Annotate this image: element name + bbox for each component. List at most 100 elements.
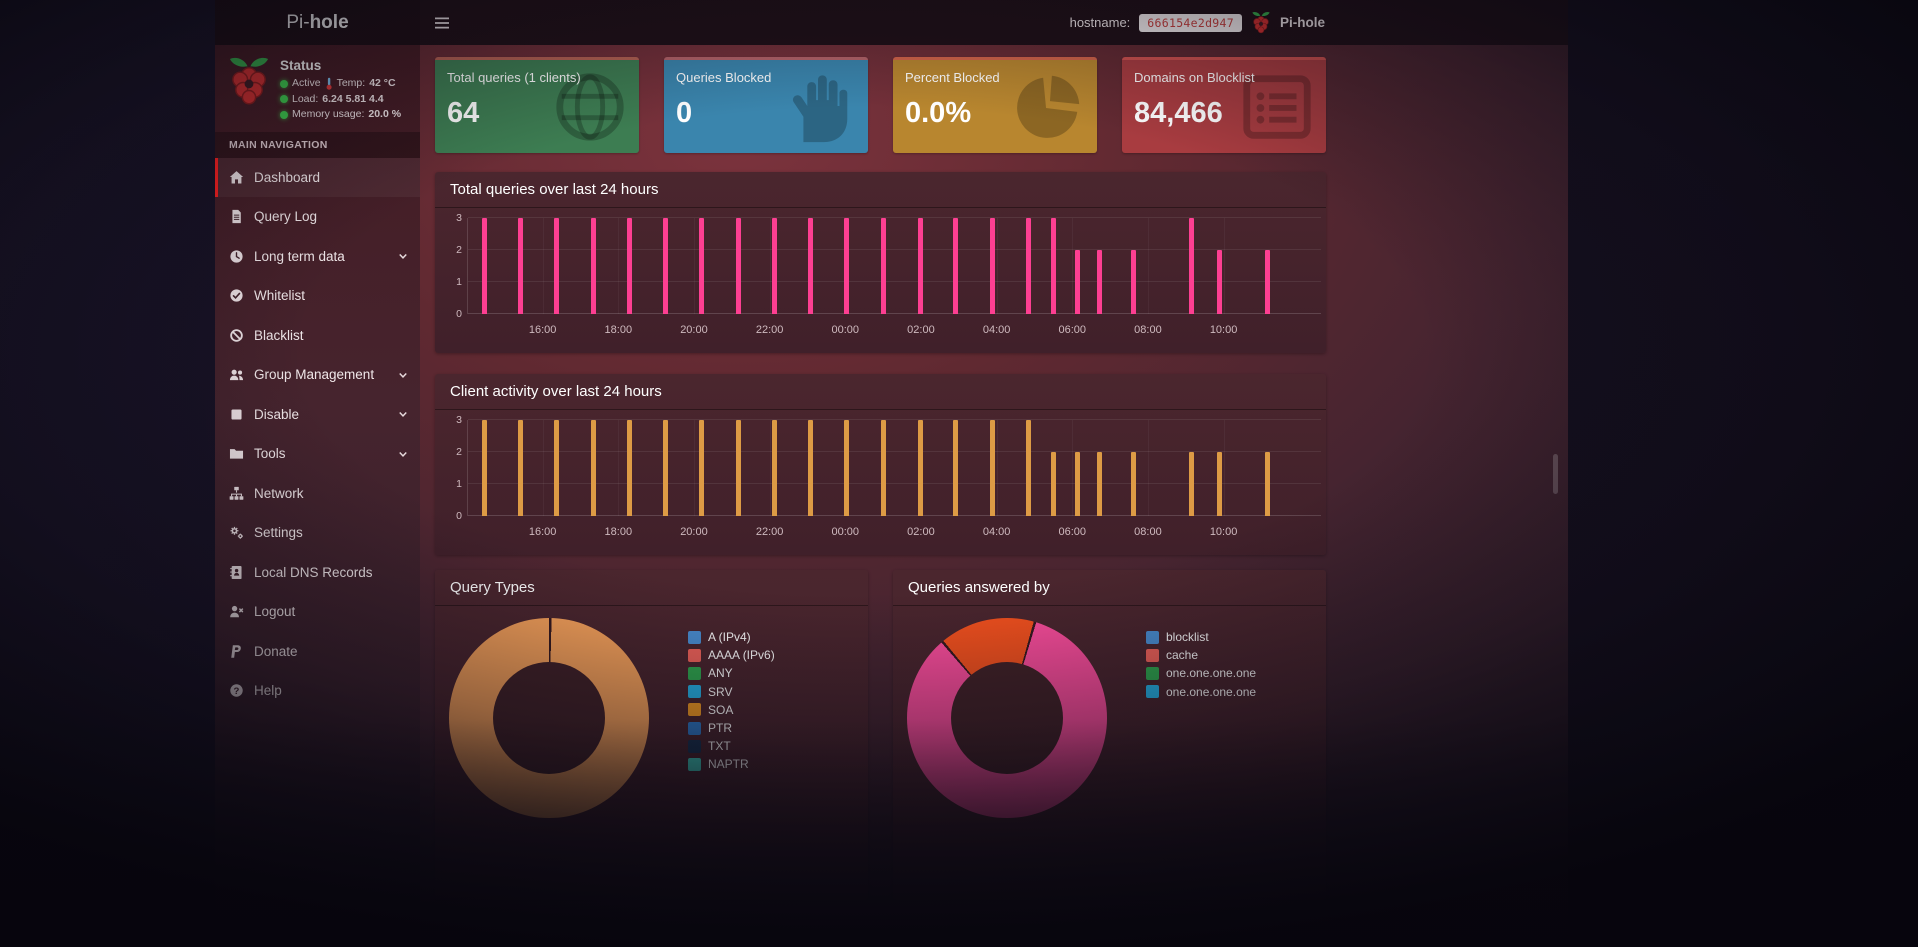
load-ok-dot bbox=[280, 95, 288, 104]
brand-logo[interactable]: Pi-hole bbox=[215, 0, 420, 45]
sidebar-section-label: MAIN NAVIGATION bbox=[215, 131, 420, 158]
sidebar-item-settings[interactable]: Settings bbox=[215, 513, 420, 553]
sidebar-toggle-button[interactable] bbox=[420, 0, 464, 45]
x-axis-tick-label: 08:00 bbox=[1134, 526, 1162, 538]
legend-color-swatch bbox=[1146, 630, 1159, 644]
sidebar-item-label: Whitelist bbox=[254, 288, 306, 304]
bar bbox=[917, 420, 923, 516]
bar bbox=[880, 420, 886, 516]
sidebar-item-label: Group Management bbox=[254, 367, 375, 383]
sidebar-item-long-term-data[interactable]: Long term data bbox=[215, 237, 420, 277]
stat-card-percent-blocked[interactable]: Percent Blocked 0.0% bbox=[893, 57, 1097, 153]
sidebar-item-label: Tools bbox=[254, 446, 286, 462]
pihole-logo bbox=[227, 56, 271, 106]
chart-legend: blocklist cache one.one.one.one one.one.one… bbox=[1146, 628, 1256, 701]
bar bbox=[1075, 452, 1081, 516]
y-axis-tick-label: 1 bbox=[456, 276, 462, 288]
client-activity-chart: 0 1 2 3 16:00 18:00 20:00 22:00 00:00 02:00 04:00 0… bbox=[456, 414, 1321, 538]
brand-prefix: Pi- bbox=[286, 12, 310, 33]
clock-icon bbox=[229, 249, 244, 264]
gridline bbox=[1072, 218, 1074, 314]
status-active-row: Active Temp: 42 °C bbox=[280, 76, 401, 92]
legend-color-swatch bbox=[688, 739, 701, 753]
sidebar: Status Active Temp: 42 °C Load: 6.24 5.8… bbox=[215, 45, 420, 947]
sidebar-item-label: Donate bbox=[254, 643, 298, 659]
x-axis-tick-label: 20:00 bbox=[680, 324, 708, 336]
legend-item: cache bbox=[1146, 646, 1256, 664]
panel-title: Total queries over last 24 hours bbox=[435, 172, 1326, 208]
bar bbox=[808, 218, 814, 314]
gridline bbox=[618, 420, 620, 516]
status-load-row: Load: 6.24 5.81 4.4 bbox=[280, 92, 401, 108]
sidebar-item-label: Settings bbox=[254, 525, 303, 541]
bar bbox=[626, 420, 632, 516]
donut-hole bbox=[493, 662, 605, 774]
legend-label: A (IPv4) bbox=[708, 630, 751, 645]
status-panel: Status Active Temp: 42 °C Load: 6.24 5.8… bbox=[215, 45, 420, 132]
sidebar-item-local-dns-records[interactable]: Local DNS Records bbox=[215, 553, 420, 593]
navbar-brand-text[interactable]: Pi-hole bbox=[1279, 15, 1325, 30]
thermometer-icon bbox=[325, 77, 333, 90]
bar bbox=[1075, 250, 1081, 314]
sidebar-item-label: Network bbox=[254, 485, 304, 501]
sidebar-item-help[interactable]: ? Help bbox=[215, 671, 420, 711]
stat-card-total-queries-1-clients[interactable]: Total queries (1 clients) 64 bbox=[435, 57, 639, 153]
stop-icon bbox=[229, 407, 244, 422]
chart-legend: A (IPv4) AAAA (IPv6) ANY SRV SOA PTR TXT NAPTR bbox=[688, 628, 775, 774]
gridline bbox=[1223, 218, 1225, 314]
gridline bbox=[996, 420, 998, 516]
main-content: Total queries (1 clients) 64 Queries Block… bbox=[420, 45, 1568, 947]
bar bbox=[663, 218, 669, 314]
sidebar-item-label: Help bbox=[254, 683, 282, 699]
sidebar-item-donate[interactable]: Donate bbox=[215, 632, 420, 672]
sidebar-item-tools[interactable]: Tools bbox=[215, 434, 420, 474]
query-types-chart bbox=[449, 618, 649, 818]
legend-item: ANY bbox=[688, 664, 775, 682]
stat-card-queries-blocked[interactable]: Queries Blocked 0 bbox=[664, 57, 868, 153]
bar bbox=[735, 420, 741, 516]
bar bbox=[518, 420, 524, 516]
bar bbox=[699, 218, 705, 314]
sidebar-item-network[interactable]: Network bbox=[215, 474, 420, 514]
bar bbox=[1216, 250, 1222, 314]
gridline bbox=[542, 218, 544, 314]
x-axis-tick-label: 04:00 bbox=[982, 526, 1011, 538]
card-title: Total queries (1 clients) bbox=[447, 70, 581, 85]
sidebar-item-logout[interactable]: Logout bbox=[215, 592, 420, 632]
gridline bbox=[769, 218, 771, 314]
bar bbox=[1130, 250, 1136, 314]
bar bbox=[699, 420, 705, 516]
x-axis-tick-label: 10:00 bbox=[1209, 526, 1238, 538]
address-book-icon bbox=[229, 565, 244, 580]
legend-item: A (IPv4) bbox=[688, 628, 775, 646]
status-info: Status Active Temp: 42 °C Load: 6.24 5.8… bbox=[280, 56, 401, 123]
bar bbox=[1025, 420, 1031, 516]
brand-bold: hole bbox=[309, 12, 349, 33]
scrollbar-thumb[interactable] bbox=[1553, 454, 1558, 494]
sidebar-item-query-log[interactable]: Query Log bbox=[215, 197, 420, 237]
legend-color-swatch bbox=[688, 648, 701, 662]
bar bbox=[990, 420, 996, 516]
sidebar-item-blacklist[interactable]: Blacklist bbox=[215, 316, 420, 356]
queries-answered-by-chart bbox=[907, 618, 1107, 818]
x-axis-tick-label: 06:00 bbox=[1058, 526, 1087, 538]
bar bbox=[663, 420, 669, 516]
sidebar-item-disable[interactable]: Disable bbox=[215, 395, 420, 435]
sidebar-item-group-management[interactable]: Group Management bbox=[215, 355, 420, 395]
gridline bbox=[542, 420, 544, 516]
bar bbox=[1051, 452, 1057, 516]
bar bbox=[481, 420, 487, 516]
card-value: 0 bbox=[676, 97, 693, 129]
status-title: Status bbox=[280, 58, 322, 73]
hostname-label: hostname: bbox=[1069, 15, 1131, 30]
sidebar-item-whitelist[interactable]: Whitelist bbox=[215, 276, 420, 316]
sidebar-item-dashboard[interactable]: Dashboard bbox=[215, 157, 420, 197]
legend-color-swatch bbox=[688, 757, 701, 771]
stat-card-domains-on-blocklist[interactable]: Domains on Blocklist 84,466 bbox=[1122, 57, 1326, 153]
legend-item: AAAA (IPv6) bbox=[688, 646, 775, 664]
bar bbox=[554, 420, 560, 516]
legend-label: one.one.one.one bbox=[1166, 684, 1257, 699]
bar bbox=[590, 420, 596, 516]
gridline bbox=[618, 218, 620, 314]
raspberry-icon bbox=[1251, 11, 1271, 34]
